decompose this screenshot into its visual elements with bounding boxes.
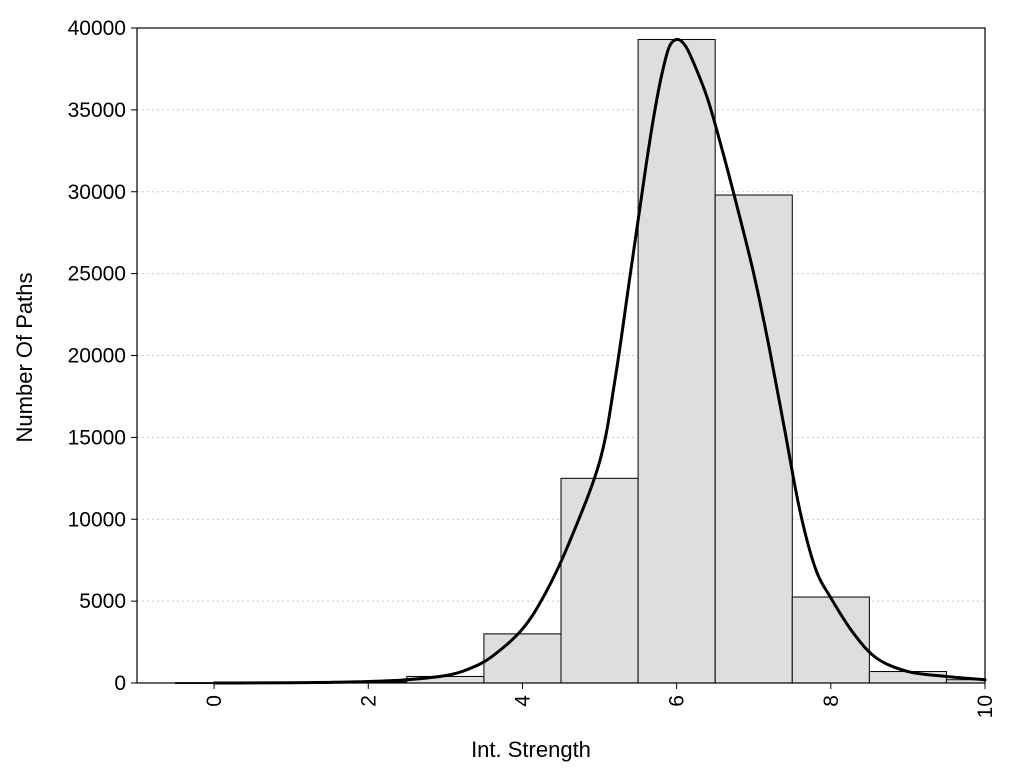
y-tick-label: 10000 bbox=[68, 508, 126, 531]
y-tick-label: 15000 bbox=[68, 426, 126, 449]
grid-layer bbox=[137, 109, 985, 602]
histogram-bar bbox=[483, 633, 562, 684]
x-axis-title: Int. Strength bbox=[471, 737, 591, 762]
x-tick-label: 6 bbox=[666, 695, 689, 707]
y-tick-label: 5000 bbox=[79, 590, 126, 613]
histogram-bar bbox=[637, 38, 716, 684]
y-tick-label: 35000 bbox=[68, 99, 126, 122]
histogram-bar bbox=[791, 596, 870, 684]
ticks-layer: 0 5000 10000 15000 20000 25000 30000 35000 40000… bbox=[68, 17, 997, 718]
x-tick-label: 0 bbox=[203, 695, 226, 707]
y-tick-label: 30000 bbox=[68, 181, 126, 204]
x-tick-label: 8 bbox=[820, 695, 843, 707]
x-tick-label: 4 bbox=[511, 695, 534, 707]
histogram-bar bbox=[560, 477, 639, 684]
bars-layer bbox=[175, 38, 986, 684]
curve-layer bbox=[212, 37, 987, 685]
y-axis-title: Number Of Paths bbox=[12, 273, 37, 443]
histogram-bar bbox=[868, 671, 947, 684]
y-tick-label: 40000 bbox=[68, 17, 126, 40]
y-tick-label: 0 bbox=[114, 672, 126, 695]
y-tick-label: 25000 bbox=[68, 263, 126, 286]
x-tick-label: 10 bbox=[974, 695, 997, 718]
density-curve bbox=[212, 37, 987, 685]
y-tick-label: 20000 bbox=[68, 345, 126, 368]
x-tick-label: 2 bbox=[357, 695, 380, 707]
